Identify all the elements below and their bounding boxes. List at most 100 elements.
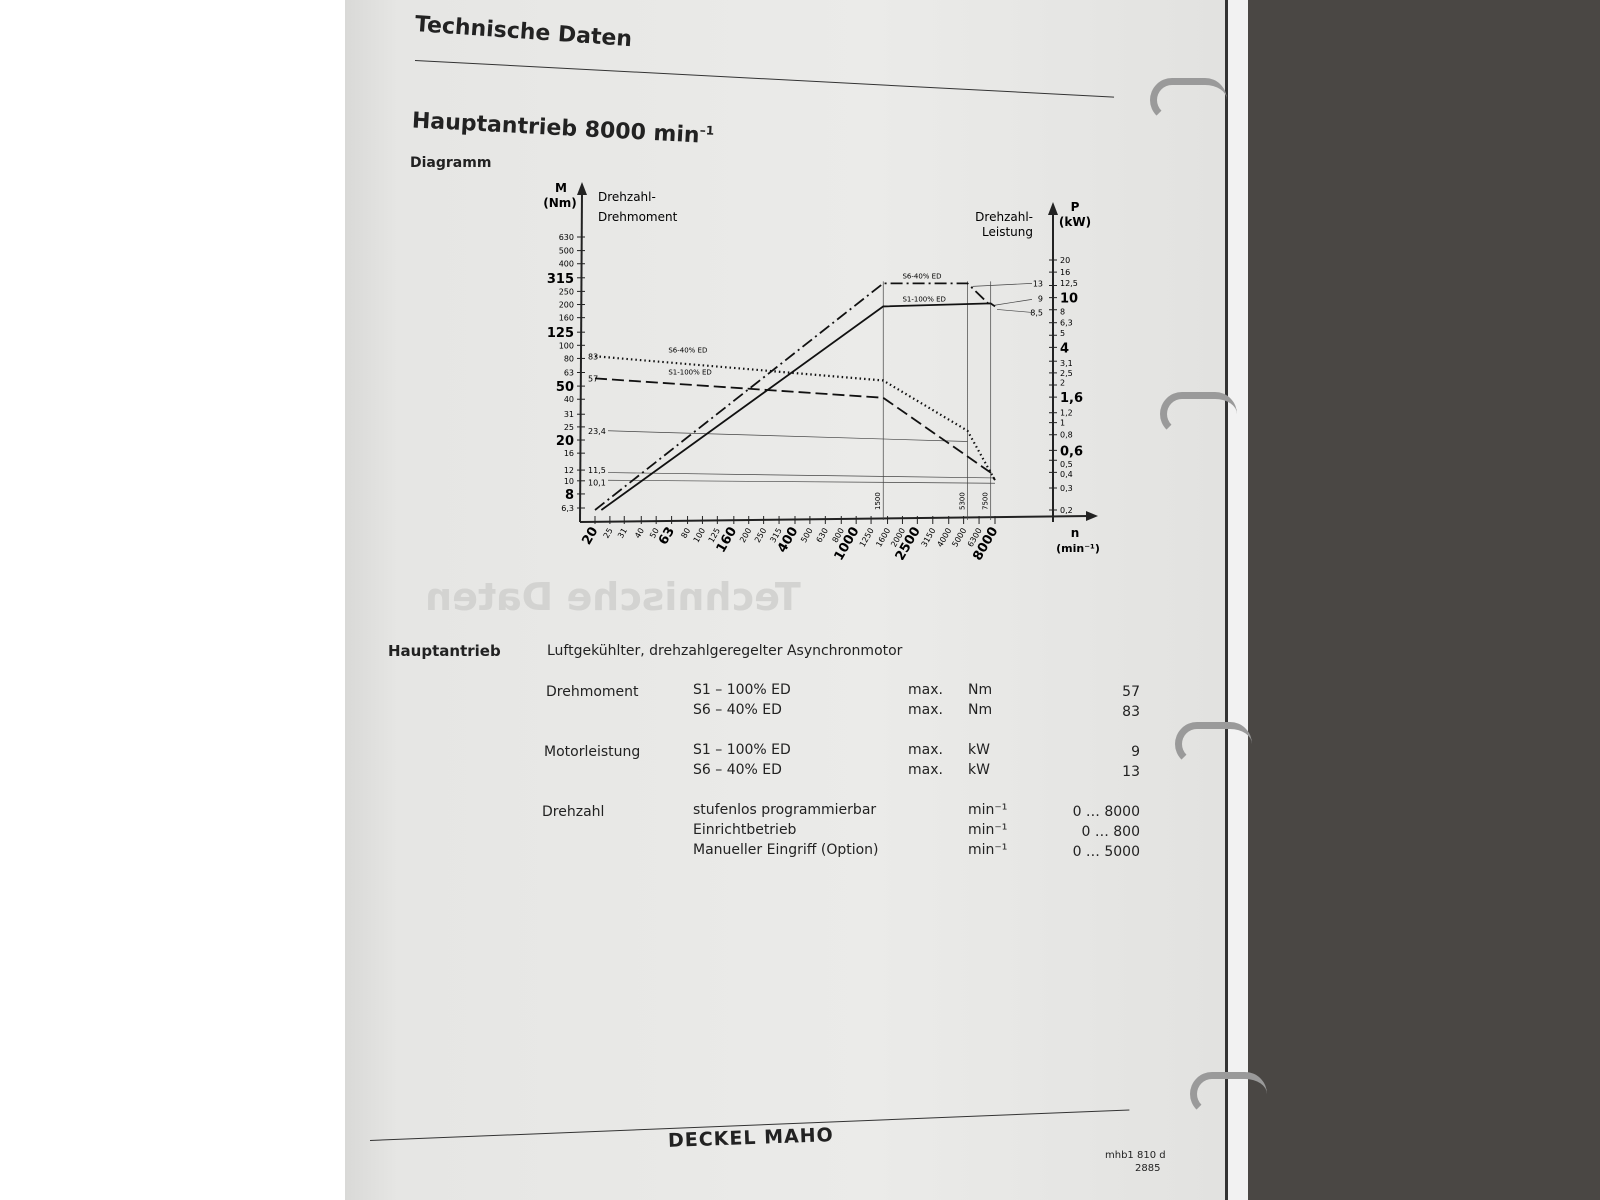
- left-tick-label: 250: [559, 287, 574, 296]
- value-label-left: 11,5: [588, 466, 606, 475]
- value-label-left: 10,1: [588, 479, 606, 488]
- left-tick-label: 200: [559, 301, 574, 310]
- spec-mode: Einrichtbetrieb: [693, 822, 797, 838]
- left-axis-unit: (Nm): [543, 196, 577, 210]
- spec-value: 0 … 800: [1081, 824, 1140, 840]
- spec-unit: Nm: [968, 702, 993, 718]
- value-label-left: 23,4: [588, 427, 606, 436]
- torque-power-diagram: M(Nm) Drehzahl-DrehmomentP(kW)Drehzahl-Le…: [543, 181, 1100, 560]
- x-tick-label: 40: [633, 527, 646, 540]
- spec-unit: min⁻¹: [968, 802, 1008, 818]
- right-tick-label: 12,5: [1060, 279, 1078, 288]
- binder-ring: [1175, 722, 1252, 766]
- left-tick-label: 8: [565, 488, 574, 503]
- right-tick-label: 20: [1060, 256, 1070, 265]
- right-tick-label: 1,2: [1060, 409, 1073, 418]
- x-tick-label: 63: [656, 525, 678, 548]
- value-label-left: 57: [588, 374, 598, 383]
- x-tick-label: 500: [799, 527, 814, 545]
- spec-group-name: Drehzahl: [542, 804, 605, 820]
- heading-superscript: –1: [699, 123, 715, 138]
- right-axis-unit: (kW): [1059, 215, 1091, 229]
- left-tick-label: 315: [547, 272, 574, 287]
- spec-description: Luftgekühlter, drehzahlgeregelter Asynch…: [547, 643, 903, 659]
- spec-group-name: Drehmoment: [546, 684, 639, 700]
- page-number: 2885: [1135, 1163, 1161, 1174]
- spec-value: 9: [1131, 744, 1140, 760]
- series-line-dotted: [594, 355, 996, 481]
- left-tick-label: 16: [564, 449, 574, 458]
- reference-line: [607, 479, 996, 484]
- x-tick-label: 1250: [858, 527, 876, 549]
- x-tick-label: 25: [602, 527, 615, 540]
- left-tick-label: 100: [559, 341, 574, 350]
- reference-line: [996, 309, 1033, 313]
- spec-unit: min⁻¹: [968, 822, 1008, 838]
- x-axis-unit: (min⁻¹): [1056, 542, 1100, 555]
- x-tick-label: 3150: [920, 527, 938, 549]
- left-tick-label: 125: [547, 326, 574, 341]
- value-label-right: 8,5: [1030, 308, 1043, 317]
- x-tick-label: 31: [616, 527, 629, 540]
- right-tick-label: 0,5: [1060, 460, 1073, 469]
- binder-spine: [1225, 0, 1248, 1200]
- x-tick-label: 200: [738, 527, 753, 545]
- left-tick-label: 40: [564, 395, 574, 404]
- left-tick-label: 160: [559, 314, 574, 323]
- spec-group-name: Motorleistung: [544, 744, 641, 760]
- spec-unit: kW: [968, 762, 990, 778]
- spec-value: 57: [1122, 684, 1140, 700]
- spec-mode: S6 – 40% ED: [693, 762, 782, 778]
- left-tick-label: 6,3: [561, 504, 574, 513]
- series-line-dashdot: [594, 282, 992, 511]
- left-tick-label: 63: [564, 369, 574, 378]
- spec-value: 0 … 8000: [1072, 804, 1140, 820]
- subheading: Diagramm: [410, 155, 492, 171]
- series-label: S1-100% ED: [668, 368, 711, 376]
- left-axis-caption: Drehzahl-: [598, 190, 656, 204]
- reference-line: [993, 299, 1033, 306]
- spec-unit: Nm: [968, 682, 993, 698]
- series-line-dashed: [594, 377, 996, 481]
- right-tick-label: 0,3: [1060, 484, 1073, 493]
- right-axis-arrow: [1048, 202, 1058, 215]
- right-tick-label: 0,8: [1060, 431, 1073, 440]
- x-axis-arrow: [1086, 511, 1098, 521]
- reference-line: [607, 430, 968, 442]
- x-axis: [579, 515, 1091, 523]
- right-tick-label: 4: [1060, 341, 1069, 356]
- spec-unit: kW: [968, 742, 990, 758]
- right-axis-caption: Drehzahl-: [975, 210, 1033, 224]
- left-axis-label: M: [555, 181, 567, 195]
- spec-label: Hauptantrieb: [388, 642, 501, 660]
- spec-mode: S6 – 40% ED: [693, 702, 782, 718]
- background-surface: [0, 0, 355, 1200]
- x-tick-label: 50: [648, 527, 661, 540]
- bleed-through-text: Technische Daten: [425, 575, 801, 619]
- left-tick-label: 80: [564, 354, 574, 363]
- binder-ring: [1160, 392, 1237, 436]
- spec-mode: Manueller Eingriff (Option): [693, 842, 879, 858]
- right-tick-label: 1,6: [1060, 391, 1083, 406]
- x-tick-label: 630: [815, 527, 830, 545]
- value-label-left: 83: [588, 352, 598, 361]
- left-tick-label: 400: [559, 260, 574, 269]
- x-axis-label: n: [1071, 526, 1080, 540]
- right-tick-label: 8: [1060, 308, 1065, 317]
- spec-unit: min⁻¹: [968, 842, 1008, 858]
- spec-value: 83: [1122, 704, 1140, 720]
- x-tick-label: 5000: [950, 527, 968, 549]
- spec-value: 13: [1122, 764, 1140, 780]
- right-tick-label: 3,1: [1060, 359, 1073, 368]
- left-axis-arrow: [577, 182, 587, 195]
- series-line-solid: [600, 302, 996, 511]
- left-tick-label: 31: [564, 410, 574, 419]
- binder-ring: [1190, 1072, 1267, 1116]
- right-tick-label: 10: [1060, 292, 1078, 307]
- series-label: S1-100% ED: [902, 295, 945, 303]
- series-label: S6-40% ED: [902, 272, 941, 280]
- left-tick-label: 20: [556, 434, 574, 449]
- spec-mode: S1 – 100% ED: [693, 742, 791, 758]
- spec-mode: stufenlos programmierbar: [693, 802, 877, 818]
- spec-qualifier: max.: [908, 762, 943, 778]
